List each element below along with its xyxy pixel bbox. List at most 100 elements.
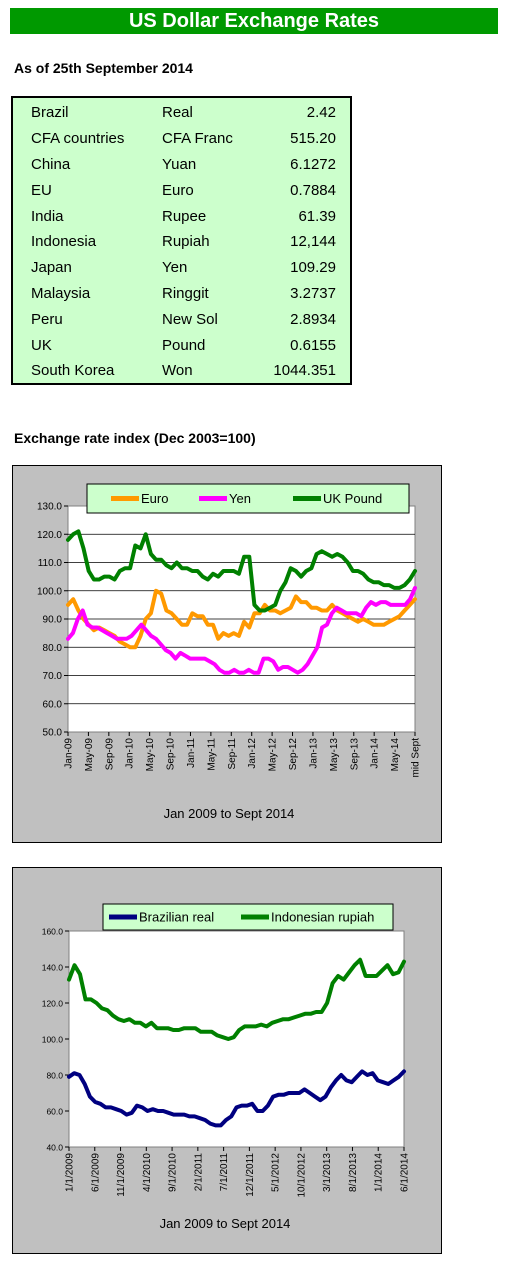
country-cell: EU (31, 181, 52, 199)
x-tick-label: 9/1/2010 (168, 1153, 179, 1192)
rate-value-cell: 515.20 (290, 130, 336, 148)
currency-cell: Won (162, 362, 193, 380)
x-tick-label: Jan-09 (64, 738, 75, 769)
rate-value-cell: 0.7884 (290, 181, 336, 199)
currency-cell: Real (162, 104, 193, 122)
series-line-euro (66, 588, 417, 650)
currency-cell: CFA Franc (162, 130, 233, 148)
x-tick-label: 4/1/2010 (142, 1153, 153, 1192)
rate-row: Brazil Real 2.42 (31, 100, 336, 126)
exchange-rates-table: Brazil Real 2.42 CFA countries CFA Franc 515.… (11, 96, 352, 385)
rate-row: UK Pound 0.6155 (31, 332, 336, 358)
x-tick-label: Sep-10 (166, 738, 177, 771)
x-tick-label: Sep-09 (104, 738, 115, 771)
currency-cell: Yuan (162, 155, 197, 173)
x-tick-label: 7/1/2011 (219, 1153, 230, 1192)
rate-value-cell: 0.6155 (290, 336, 336, 354)
x-tick-label: May-11 (206, 738, 217, 771)
y-tick-label: 120.0 (37, 530, 62, 541)
x-tick-label: Jan-13 (308, 738, 319, 769)
x-tick-label: 2/1/2011 (193, 1153, 204, 1192)
y-tick-label: 110.0 (38, 558, 63, 569)
series-line-yen (66, 585, 417, 675)
country-cell: UK (31, 336, 52, 354)
x-tick-label: Sep-12 (288, 738, 299, 771)
x-tick-label: 5/1/2012 (271, 1153, 282, 1192)
x-tick-label: May-14 (390, 738, 401, 772)
currency-cell: Pound (162, 336, 206, 354)
country-cell: Japan (31, 259, 72, 277)
currency-cell: New Sol (162, 310, 218, 328)
rates-table-grid: Brazil Real 2.42 CFA countries CFA Franc 515.… (31, 100, 336, 384)
country-cell: Malaysia (31, 284, 91, 302)
y-tick-label: 160.0 (42, 927, 64, 937)
x-tick-label: 1/1/2009 (65, 1153, 76, 1192)
currency-cell: Rupiah (162, 233, 210, 251)
x-tick-label: 1/1/2014 (374, 1153, 385, 1192)
page-title-banner: US Dollar Exchange Rates (10, 8, 498, 34)
rate-value-cell: 1044.351 (273, 362, 336, 380)
y-tick-label: 60.0 (43, 699, 63, 710)
rate-value-cell: 12,144 (290, 233, 336, 251)
y-tick-label: 50.0 (43, 728, 63, 739)
rate-value-cell: 109.29 (290, 259, 336, 277)
y-tick-label: 130.0 (37, 502, 62, 513)
y-tick-label: 140.0 (42, 963, 64, 973)
x-tick-label: 8/1/2013 (348, 1153, 359, 1192)
y-tick-label: 90.0 (43, 615, 63, 626)
x-tick-label: Sep-13 (349, 738, 360, 771)
legend-label: UK Pound (323, 491, 382, 506)
page-title: US Dollar Exchange Rates (128, 10, 380, 32)
legend-label: Euro (141, 491, 168, 506)
chart-legend (86, 483, 410, 514)
chart-emerging-currencies: 40.0 60.0 80.0 100.0 120.0 140.0 160.0 1/1/2009… (12, 867, 442, 1254)
x-tick-label: Jan-10 (125, 738, 136, 769)
country-cell: Indonesia (31, 233, 97, 251)
y-tick-label: 120.0 (42, 999, 64, 1009)
chart-emerging-currencies-svg: 40.0 60.0 80.0 100.0 120.0 140.0 160.0 1/1/2009… (42, 903, 411, 1231)
country-cell: South Korea (31, 362, 115, 380)
y-tick-label: 80.0 (46, 1071, 63, 1081)
rate-value-cell: 2.42 (306, 104, 336, 122)
section-heading: Exchange rate index (Dec 2003=100) (14, 430, 256, 446)
x-tick-label: May-12 (268, 738, 279, 772)
series-line-brazilian-real (67, 1069, 406, 1128)
y-tick-label: 100.0 (37, 586, 62, 597)
country-cell: CFA countries (31, 130, 125, 148)
rate-row: CFA countries CFA Franc 515.20 (31, 126, 336, 152)
x-tick-label: Sep-11 (227, 738, 238, 770)
rate-row: Malaysia Ringgit 3.2737 (31, 281, 336, 307)
x-axis-label: Jan 2009 to Sept 2014 (164, 806, 295, 821)
x-tick-label: Jan-14 (370, 738, 381, 769)
x-tick-label: 11/1/2009 (116, 1153, 127, 1197)
x-tick-label: May-10 (145, 738, 156, 772)
y-tick-label: 70.0 (43, 671, 63, 682)
x-tick-label: Jan-11 (186, 738, 197, 768)
rate-value-cell: 3.2737 (290, 284, 336, 302)
series-line-indonesian-rupiah (67, 957, 406, 1041)
x-tick-label: Jan-12 (247, 738, 258, 769)
series-line-uk-pound (66, 529, 417, 613)
country-cell: Brazil (31, 104, 69, 122)
legend-label: Indonesian rupiah (271, 910, 374, 925)
currency-cell: Yen (162, 259, 188, 277)
x-tick-label: mid Sept (411, 738, 422, 778)
chart-major-currencies: 50.0 60.0 70.0 80.0 90.0 100.0 110.0 120.0 130.0… (12, 465, 442, 843)
x-tick-label: 6/1/2014 (400, 1153, 411, 1192)
rate-row: India Rupee 61.39 (31, 203, 336, 229)
rate-row: China Yuan 6.1272 (31, 152, 336, 178)
y-tick-label: 80.0 (43, 643, 63, 654)
x-tick-label: 12/1/2011 (245, 1153, 256, 1197)
country-cell: Peru (31, 310, 63, 328)
x-tick-label: May-09 (84, 738, 95, 772)
x-tick-label: 10/1/2012 (296, 1153, 307, 1198)
chart-major-currencies-svg: 50.0 60.0 70.0 80.0 90.0 100.0 110.0 120.0 130.0… (37, 483, 422, 821)
x-axis-label: Jan 2009 to Sept 2014 (160, 1216, 291, 1231)
x-tick-label: 3/1/2013 (322, 1153, 333, 1192)
rate-value-cell: 61.39 (298, 207, 336, 225)
x-tick-label: 6/1/2009 (90, 1153, 101, 1192)
currency-cell: Ringgit (162, 284, 209, 302)
country-cell: China (31, 155, 71, 173)
x-tick-label: May-13 (329, 738, 340, 772)
y-tick-label: 100.0 (42, 1035, 64, 1045)
